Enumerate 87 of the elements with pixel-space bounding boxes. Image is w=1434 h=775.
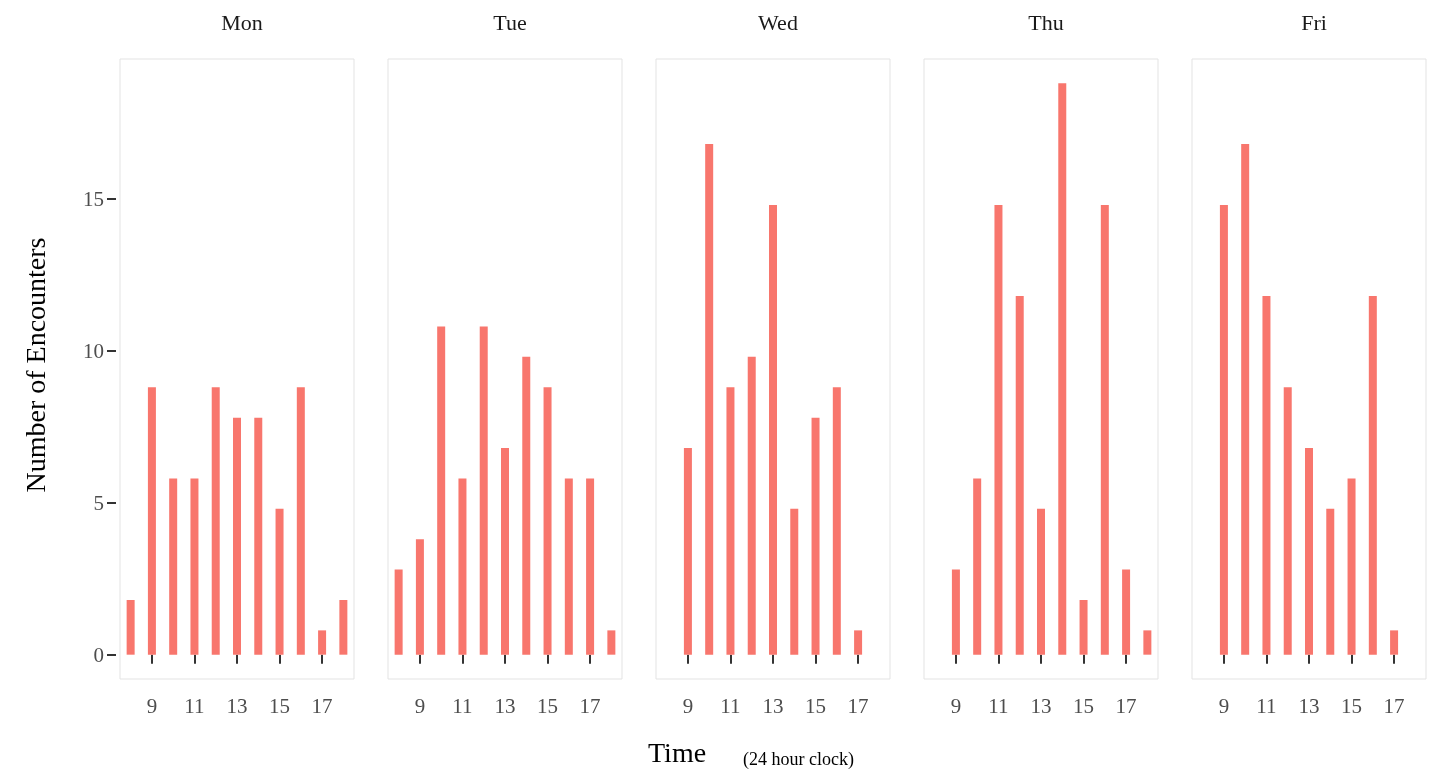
bar	[1015, 296, 1024, 655]
bar	[1079, 599, 1088, 655]
y-axis-title: Number of Encounters	[19, 237, 51, 493]
bar	[147, 387, 156, 655]
x-tick-label: 17	[1383, 693, 1405, 718]
bar	[275, 508, 284, 655]
x-tick-label: 9	[950, 693, 962, 718]
x-tick-label: 17	[847, 693, 869, 718]
bar	[501, 448, 509, 655]
bar	[951, 569, 960, 655]
chart-title: Mon	[221, 9, 263, 35]
x-axis-title: Time	[648, 736, 707, 768]
x-tick-label: 17	[579, 693, 601, 718]
x-tick-label: 9	[1218, 693, 1230, 718]
bar	[564, 478, 573, 655]
bar	[296, 387, 305, 655]
chart-title: Tue	[493, 9, 527, 35]
x-tick-label: 15	[1341, 693, 1363, 718]
bar	[1347, 478, 1356, 655]
bar	[394, 569, 403, 655]
bar	[169, 478, 178, 655]
bar	[705, 144, 714, 655]
bar	[233, 417, 241, 655]
bar	[683, 448, 692, 655]
bar	[437, 326, 446, 655]
bar	[1326, 508, 1335, 655]
x-tick-label: 11	[1256, 693, 1277, 718]
x-tick-label: 15	[537, 693, 559, 718]
bar	[211, 387, 220, 655]
x-tick-label: 15	[1073, 693, 1095, 718]
bar	[190, 478, 199, 655]
bar	[543, 387, 552, 655]
bar	[1058, 83, 1067, 655]
x-tick-label: 11	[720, 693, 741, 718]
bar	[479, 326, 488, 655]
x-tick-label: 11	[988, 693, 1009, 718]
chart-title: Wed	[758, 9, 798, 35]
x-tick-label: 13	[226, 693, 248, 718]
bar	[726, 387, 735, 655]
bar	[458, 478, 467, 655]
bar	[790, 508, 799, 655]
x-tick-label: 13	[762, 693, 784, 718]
x-tick-label: 13	[1298, 693, 1320, 718]
bar	[1037, 508, 1045, 655]
bar	[1305, 448, 1313, 655]
x-tick-label: 9	[414, 693, 426, 718]
bar	[1368, 296, 1377, 655]
x-tick-label: 13	[1030, 693, 1052, 718]
x-tick-label: 9	[682, 693, 694, 718]
bar	[1283, 387, 1292, 655]
bar	[1262, 296, 1271, 655]
bar	[607, 630, 616, 655]
bar	[1143, 630, 1152, 655]
x-tick-label: 11	[184, 693, 205, 718]
bar	[769, 204, 777, 655]
x-tick-label: 17	[1115, 693, 1137, 718]
bar	[811, 417, 820, 655]
x-tick-label: 13	[494, 693, 516, 718]
x-tick-label: 15	[805, 693, 827, 718]
bar	[747, 356, 756, 655]
bar	[832, 387, 841, 655]
bar	[1122, 569, 1131, 655]
bar	[1100, 204, 1109, 655]
bar	[1241, 144, 1250, 655]
bar	[973, 478, 982, 655]
y-tick-label: 15	[83, 186, 104, 211]
x-tick-label: 11	[452, 693, 473, 718]
chart-title: Fri	[1301, 9, 1327, 35]
bar	[994, 204, 1003, 655]
bar	[1390, 630, 1399, 655]
chart-title: Thu	[1028, 9, 1064, 35]
y-tick-label: 10	[83, 338, 104, 363]
y-tick-label: 0	[93, 642, 104, 667]
bar	[1219, 204, 1228, 655]
x-tick-label: 15	[269, 693, 291, 718]
bar	[522, 356, 531, 655]
bar	[586, 478, 595, 655]
x-tick-label: 17	[311, 693, 333, 718]
bar	[318, 630, 327, 655]
bar	[126, 599, 135, 655]
bar	[415, 539, 424, 655]
text: (24 hour clock)	[743, 749, 854, 770]
x-tick-label: 9	[146, 693, 158, 718]
bar	[854, 630, 863, 655]
y-tick-label: 5	[93, 490, 104, 515]
bar	[254, 417, 263, 655]
bar	[339, 599, 348, 655]
